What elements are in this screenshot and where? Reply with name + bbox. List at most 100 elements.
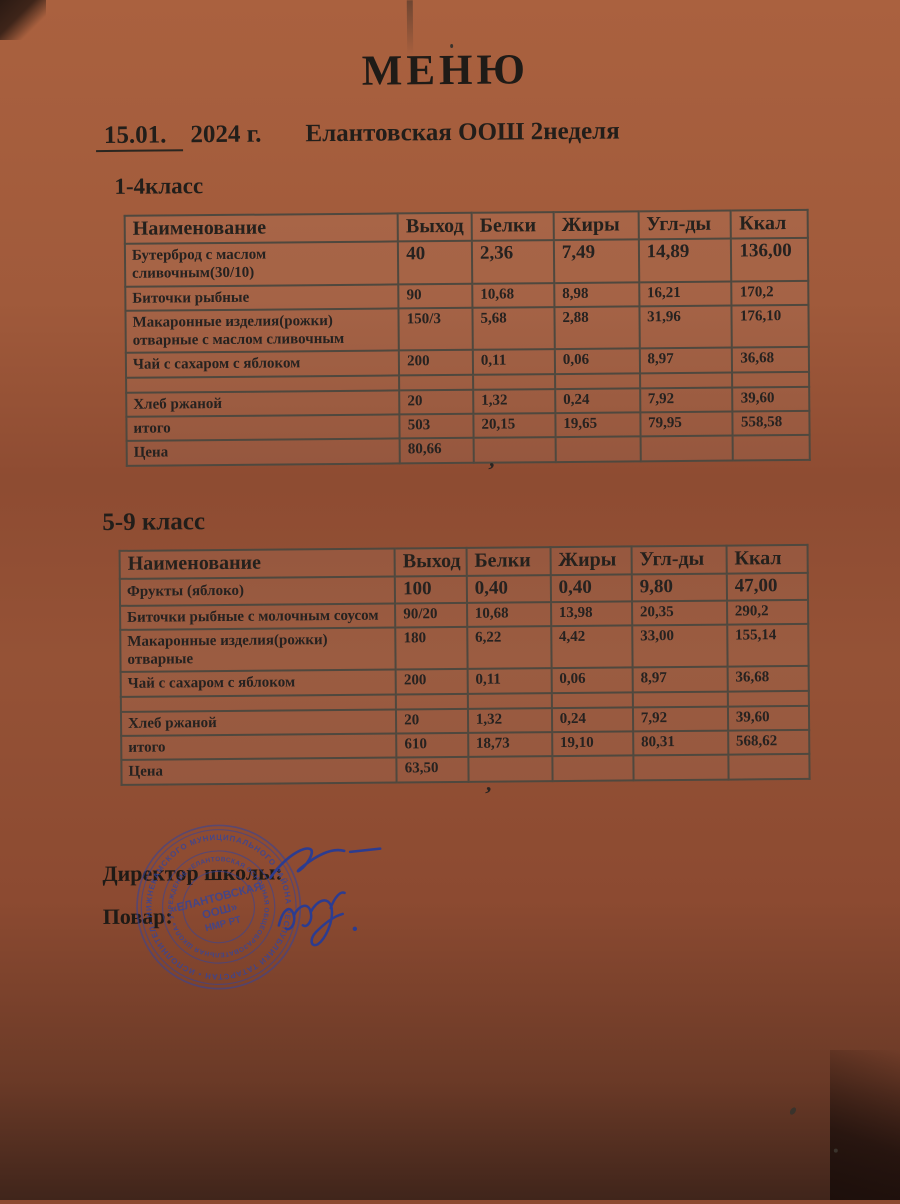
value-cell: 136,00: [731, 237, 809, 282]
value-cell: 0,11: [467, 668, 552, 694]
value-cell: 79,95: [639, 411, 734, 437]
value-cell: 20: [396, 708, 468, 734]
value-cell: 1,32: [473, 388, 556, 414]
dish-name-cell: итого: [121, 733, 397, 761]
value-cell: 39,60: [732, 386, 810, 412]
value-cell: 0,40: [550, 574, 632, 602]
ink-speck: [450, 43, 454, 48]
value-cell: 7,49: [553, 239, 639, 283]
value-cell: 2,88: [554, 306, 640, 350]
director-signature: [269, 847, 382, 879]
ink-speck: [833, 1148, 838, 1153]
value-cell: 0,24: [551, 707, 633, 733]
dish-name-cell: Бутерброд с маслом сливочным(30/10): [124, 241, 399, 287]
value-cell: 0,11: [472, 349, 555, 375]
value-cell: 10,68: [472, 282, 555, 308]
value-cell: 170,2: [731, 280, 809, 306]
table-row: Макаронные изделия(рожки) отварные 180 6,2…: [120, 623, 809, 673]
value-cell: 31,96: [639, 305, 733, 349]
value-cell: 39,60: [727, 705, 810, 731]
value-cell: 90/20: [395, 602, 467, 628]
value-cell: 2,36: [471, 240, 555, 284]
value-cell: [633, 754, 729, 781]
value-cell: 36,68: [732, 347, 810, 373]
section-heading-grades-5-9: 5-9 класс: [102, 507, 206, 536]
value-cell: 20: [399, 389, 474, 415]
value-cell: 16,21: [638, 281, 732, 307]
ink-speck: [788, 1106, 798, 1116]
value-cell: 100: [394, 575, 467, 604]
table-row: Макаронные изделия(рожки) отварные с мас…: [125, 304, 809, 354]
dish-name-cell: Цена: [126, 438, 401, 466]
value-cell: 0,06: [554, 348, 640, 374]
paper-corner-shadow: [0, 0, 46, 40]
value-cell: 40: [398, 240, 473, 285]
value-cell: 4,42: [550, 625, 633, 669]
value-cell: 503: [399, 413, 474, 439]
dish-name-cell: Чай с сахаром с яблоком: [125, 350, 400, 378]
value-cell: [733, 435, 810, 461]
table-row: Цена 80,66: [126, 435, 810, 466]
value-cell: 18,73: [467, 732, 553, 758]
value-cell: 290,2: [726, 599, 809, 625]
ink-mark: ’: [481, 781, 494, 808]
value-cell: 1,32: [467, 707, 552, 733]
value-cell: 80,66: [399, 438, 474, 464]
value-cell: 9,80: [631, 573, 727, 601]
dish-name-cell: Биточки рыбные: [125, 284, 399, 311]
value-cell: [728, 754, 810, 780]
value-cell: 155,14: [727, 623, 809, 668]
value-cell: [632, 691, 728, 708]
value-cell: 14,89: [638, 238, 732, 282]
page-title: МЕНЮ: [361, 46, 530, 95]
column-header: Угл-ды: [638, 210, 732, 240]
value-cell: [640, 435, 734, 462]
value-cell: 8,98: [554, 281, 640, 307]
column-header: Наименование: [124, 213, 399, 244]
value-cell: [639, 372, 733, 389]
shadow-bottom-right: [830, 1050, 900, 1200]
value-cell: 20,15: [473, 413, 556, 439]
value-cell: 0,40: [466, 574, 551, 603]
value-cell: 10,68: [466, 601, 551, 627]
value-cell: 13,98: [550, 600, 633, 626]
dish-name-cell: Хлеб ржаной: [126, 390, 400, 417]
value-cell: 6,22: [466, 625, 552, 670]
column-header: Белки: [466, 546, 551, 576]
value-cell: 7,92: [639, 387, 733, 413]
value-cell: 180: [395, 626, 468, 670]
value-cell: 568,62: [727, 729, 810, 755]
dish-name-cell: Макаронные изделия(рожки) отварные с мас…: [125, 308, 400, 354]
column-header: Жиры: [553, 211, 639, 241]
value-cell: 0,06: [551, 667, 633, 693]
value-cell: [472, 373, 556, 390]
school-name: Елантовская ООШ 2неделя: [305, 117, 620, 148]
value-cell: 558,58: [732, 410, 810, 436]
value-cell: 33,00: [632, 624, 728, 668]
dish-name-cell: Цена: [121, 757, 397, 785]
value-cell: [468, 756, 553, 782]
value-cell: 80,31: [632, 730, 729, 756]
value-cell: 610: [396, 732, 469, 758]
dish-name-cell: Фрукты (яблоко): [119, 576, 396, 606]
dish-name-cell: итого: [126, 414, 400, 442]
value-cell: [396, 693, 468, 710]
value-cell: [727, 690, 809, 707]
value-cell: 150/3: [398, 307, 473, 351]
section-heading-grades-1-4: 1-4класс: [114, 173, 204, 199]
value-cell: 0,24: [555, 388, 640, 414]
signature-period: [352, 926, 358, 932]
menu-table-grades-5-9: Наименование Выход Белки Жиры Угл-ды Ккал Фру…: [118, 543, 811, 786]
column-header: Ккал: [726, 544, 808, 574]
scan-smudge: [406, 0, 414, 56]
value-cell: 63,50: [396, 757, 469, 783]
date-day: 15.01.: [95, 121, 183, 153]
dish-name-cell: Биточки рыбные с молочным соусом: [120, 603, 396, 630]
value-cell: 19,10: [551, 731, 634, 757]
value-cell: 36,68: [727, 666, 809, 692]
value-cell: [473, 437, 556, 463]
column-header: Угл-ды: [631, 545, 727, 575]
table-row: Бутерброд с маслом сливочным(30/10) 40 2,3…: [124, 237, 809, 287]
